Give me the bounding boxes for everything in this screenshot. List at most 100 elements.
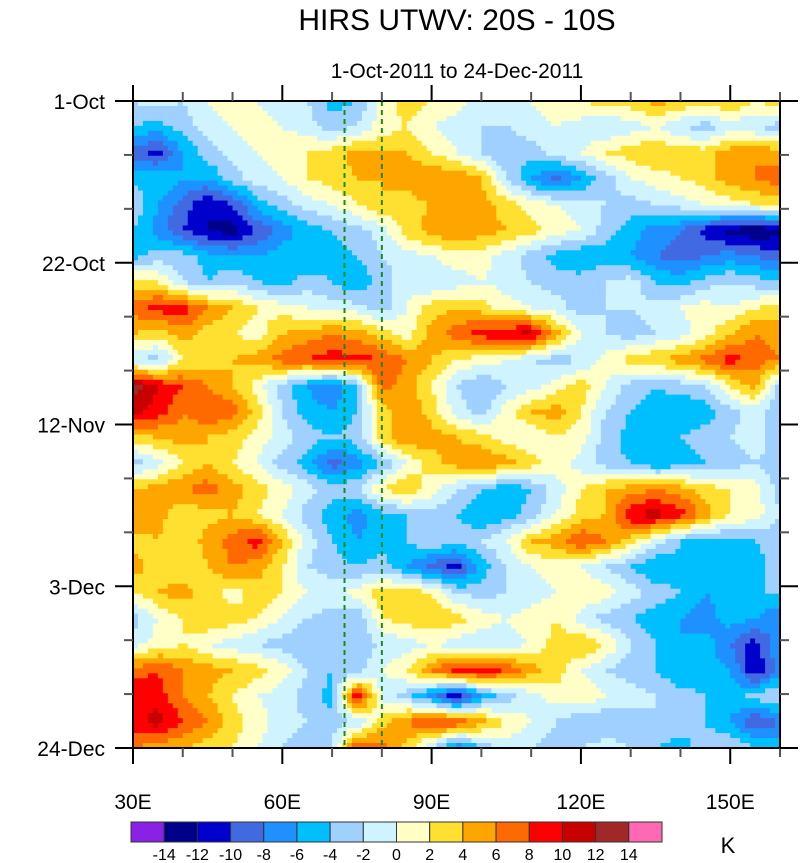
heatmap-cell — [182, 225, 209, 231]
heatmap-cell — [307, 150, 348, 157]
heatmap-cell — [476, 235, 517, 241]
heatmap-cell — [715, 165, 756, 172]
heatmap-cell — [381, 494, 433, 500]
heatmap-cell — [466, 603, 532, 610]
heatmap-cell — [685, 509, 696, 515]
heatmap-cell — [142, 379, 164, 386]
heatmap-cell — [247, 399, 259, 406]
heatmap-cell — [267, 235, 293, 241]
heatmap-cell — [342, 683, 353, 689]
heatmap-cell — [456, 514, 517, 520]
heatmap-cell — [376, 434, 393, 441]
heatmap-cell — [133, 653, 159, 660]
heatmap-cell — [287, 738, 333, 744]
heatmap-cell — [133, 245, 194, 251]
heatmap-cell — [461, 389, 502, 396]
heatmap-cell — [217, 703, 239, 709]
heatmap-cell — [297, 553, 313, 560]
heatmap-cell — [655, 469, 662, 475]
heatmap-cell — [630, 409, 716, 416]
heatmap-cell — [327, 573, 363, 580]
heatmap-cell — [541, 110, 647, 117]
heatmap-cell — [142, 120, 164, 127]
heatmap-cell — [770, 678, 781, 684]
heatmap-cell — [511, 733, 547, 739]
heatmap-cell — [451, 409, 473, 416]
heatmap-cell — [252, 275, 298, 281]
heatmap-cell — [451, 324, 517, 331]
heatmap-cell — [187, 105, 214, 112]
heatmap-cell — [406, 519, 463, 525]
heatmap-cell — [670, 270, 687, 276]
heatmap-cell — [337, 543, 418, 550]
heatmap-cell — [615, 509, 627, 515]
heatmap-cell — [496, 285, 542, 291]
heatmap-cell — [337, 235, 373, 241]
heatmap-cell — [710, 519, 746, 525]
heatmap-cell — [157, 384, 184, 391]
heatmap-cell — [700, 454, 751, 460]
heatmap-cell — [466, 573, 487, 580]
heatmap-cell — [765, 608, 781, 615]
heatmap-cell — [730, 623, 781, 630]
heatmap-cell — [347, 479, 368, 485]
heatmap-cell — [755, 175, 781, 182]
heatmap-cell — [317, 210, 353, 217]
heatmap-cell — [282, 583, 303, 590]
heatmap-cell — [551, 354, 572, 361]
heatmap-cell — [237, 454, 259, 460]
heatmap-cell — [655, 339, 696, 346]
heatmap-cell — [635, 583, 672, 590]
heatmap-cell — [725, 260, 736, 266]
heatmap-cell — [600, 354, 627, 361]
heatmap-cell — [277, 593, 303, 600]
heatmap-cell — [511, 698, 547, 704]
heatmap-cell — [491, 743, 537, 749]
heatmap-cell — [272, 419, 288, 426]
heatmap-cell — [421, 215, 497, 222]
heatmap-cell — [416, 673, 448, 679]
heatmap-cell — [217, 270, 244, 276]
heatmap-cell — [660, 743, 692, 749]
heatmap-cell — [481, 185, 497, 192]
heatmap-cell — [650, 538, 667, 545]
heatmap-cell — [376, 698, 383, 704]
heatmap-cell — [501, 558, 522, 565]
heatmap-cell — [376, 618, 393, 625]
heatmap-cell — [506, 538, 522, 545]
heatmap-cell — [202, 270, 219, 276]
heatmap-cell — [496, 210, 527, 217]
heatmap-cell — [287, 195, 313, 202]
heatmap-cell — [162, 459, 184, 465]
heatmap-cell — [511, 613, 577, 620]
heatmap-field — [133, 101, 781, 749]
heatmap-cell — [133, 145, 169, 152]
heatmap-cell — [690, 135, 711, 142]
heatmap-cell — [337, 743, 343, 749]
heatmap-cell — [451, 608, 482, 615]
heatmap-cell — [327, 349, 343, 356]
heatmap-cell — [725, 379, 741, 386]
heatmap-cell — [217, 519, 254, 525]
heatmap-cell — [237, 245, 278, 251]
heatmap-cell — [302, 583, 363, 590]
heatmap-cell — [133, 538, 199, 545]
heatmap-cell — [267, 344, 293, 351]
heatmap-cell — [575, 504, 607, 510]
heatmap-cell — [660, 250, 721, 256]
heatmap-cell — [546, 489, 567, 495]
heatmap-cell — [765, 573, 781, 580]
heatmap-cell — [416, 394, 438, 401]
heatmap-cell — [556, 319, 572, 326]
heatmap-cell — [227, 558, 249, 565]
heatmap-cell — [730, 374, 761, 381]
heatmap-cell — [242, 633, 283, 640]
heatmap-cell — [501, 519, 527, 525]
heatmap-cell — [436, 374, 453, 381]
heatmap-cell — [471, 593, 497, 600]
heatmap-cell — [391, 384, 418, 391]
heatmap-cell — [521, 265, 557, 271]
heatmap-cell — [446, 155, 473, 162]
heatmap-cell — [565, 548, 592, 555]
heatmap-cell — [735, 424, 766, 431]
